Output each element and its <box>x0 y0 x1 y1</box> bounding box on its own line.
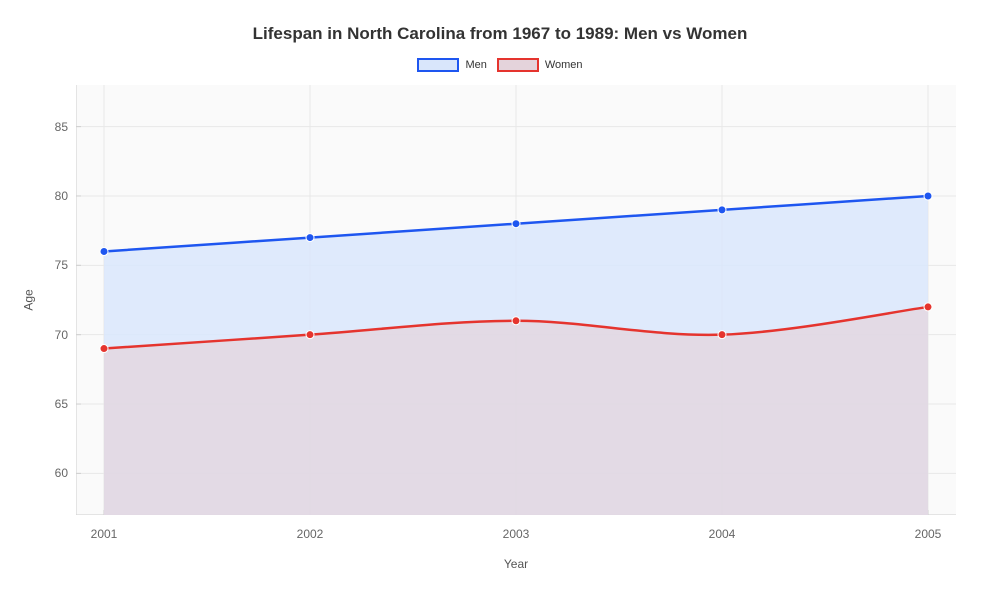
x-axis-label: Year <box>504 557 528 571</box>
y-tick-label: 60 <box>55 466 68 480</box>
chart-container: Lifespan in North Carolina from 1967 to … <box>0 0 1000 600</box>
x-tick-label: 2002 <box>297 527 324 541</box>
chart-title: Lifespan in North Carolina from 1967 to … <box>0 24 1000 44</box>
legend-label-men: Men <box>465 59 486 71</box>
y-tick-label: 75 <box>55 258 68 272</box>
x-tick-label: 2005 <box>915 527 942 541</box>
legend: Men Women <box>0 58 1000 72</box>
x-tick-label: 2001 <box>91 527 118 541</box>
y-tick-label: 80 <box>55 189 68 203</box>
legend-swatch-women <box>497 58 539 72</box>
y-tick-label: 70 <box>55 328 68 342</box>
legend-label-women: Women <box>545 59 583 71</box>
y-tick-label: 65 <box>55 397 68 411</box>
legend-item-men: Men <box>417 58 486 72</box>
x-tick-label: 2003 <box>503 527 530 541</box>
y-tick-label: 85 <box>55 120 68 134</box>
legend-swatch-men <box>417 58 459 72</box>
x-tick-label: 2004 <box>709 527 736 541</box>
y-axis-label: Age <box>22 289 36 310</box>
chart-svg <box>76 85 956 515</box>
legend-item-women: Women <box>497 58 583 72</box>
plot-area <box>76 85 956 515</box>
